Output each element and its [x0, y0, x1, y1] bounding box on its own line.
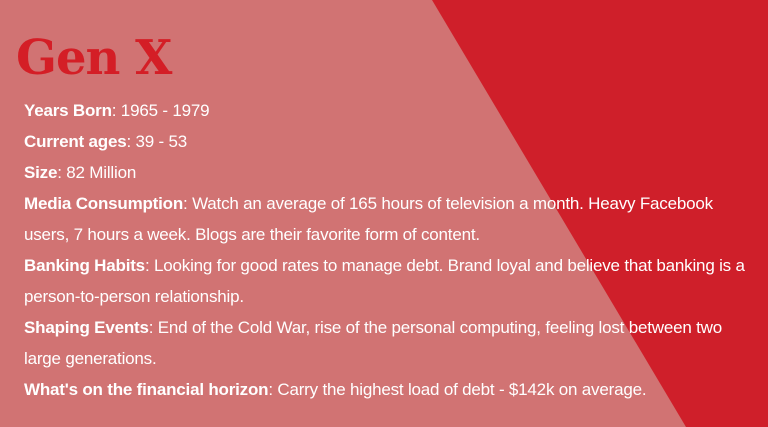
fact-banking-habits: Banking Habits: Looking for good rates t…	[24, 250, 754, 312]
light-red-panel	[0, 0, 686, 427]
fact-value: : Looking for good rates to manage debt.…	[24, 256, 745, 306]
fact-years-born: Years Born: 1965 - 1979	[24, 95, 754, 126]
fact-value: : 1965 - 1979	[111, 101, 210, 120]
fact-value: : 82 Million	[57, 163, 137, 182]
fact-label: Shaping Events	[24, 318, 149, 337]
fact-label: Current ages	[24, 132, 127, 151]
fact-label: Media Consumption	[24, 194, 184, 213]
fact-label: Size	[24, 163, 58, 182]
fact-label: Banking Habits	[24, 256, 145, 275]
fact-current-ages: Current ages: 39 - 53	[24, 126, 754, 157]
fact-media-consumption: Media Consumption: Watch an average of 1…	[24, 188, 754, 250]
fact-value: : Carry the highest load of debt - $142k…	[268, 380, 647, 399]
fact-label: What's on the financial horizon	[24, 380, 269, 399]
fact-label: Years Born	[24, 101, 112, 120]
fact-size: Size: 82 Million	[24, 157, 754, 188]
page-title: Gen X	[16, 30, 172, 86]
fact-financial-horizon: What's on the financial horizon: Carry t…	[24, 374, 754, 405]
fact-shaping-events: Shaping Events: End of the Cold War, ris…	[24, 312, 754, 374]
fact-value: : End of the Cold War, rise of the perso…	[24, 318, 722, 368]
fact-value: : Watch an average of 165 hours of telev…	[24, 194, 713, 244]
fact-value: : 39 - 53	[126, 132, 188, 151]
facts-list: Years Born: 1965 - 1979 Current ages: 39…	[24, 95, 754, 405]
